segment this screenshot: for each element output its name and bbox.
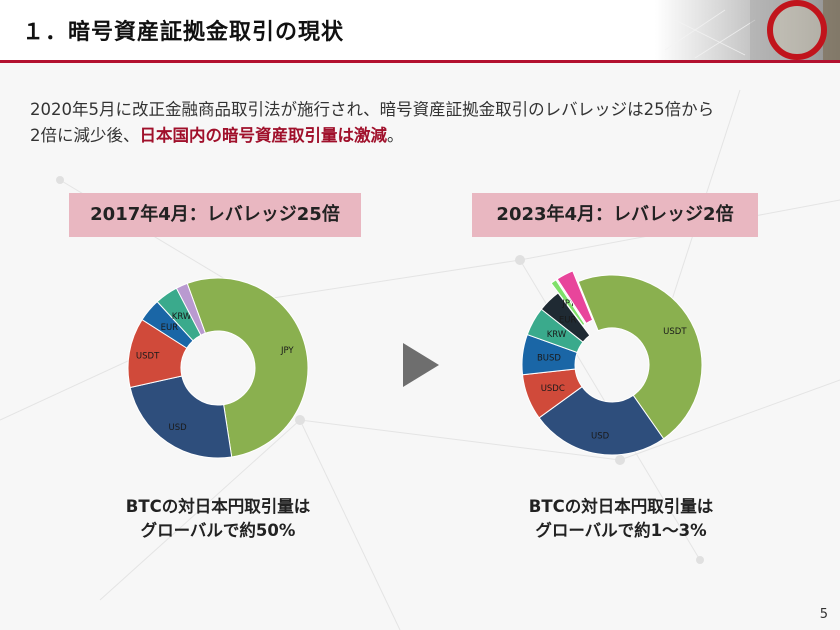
intro-text: 2020年5月に改正金融商品取引法が施行され、暗号資産証拠金取引のレバレッジは2… <box>30 97 820 149</box>
slice-jpy-0-0 <box>186 277 309 458</box>
caption-2023: BTCの対日本円取引量は グローバルで約1～3% <box>496 495 746 543</box>
slice-label-usdt-1: USDT <box>663 327 687 337</box>
slice-label-krw-1: KRW <box>547 330 567 340</box>
caption-2023-line-1: BTCの対日本円取引量は <box>528 497 714 516</box>
title-underline <box>0 60 840 63</box>
intro-line-2: 2倍に減少後、日本国内の暗号資産取引量は激減。 <box>30 123 820 149</box>
slice-label-jpy-1: JPY <box>561 299 575 309</box>
slice-label-usdt-0: USDT <box>136 352 160 362</box>
label-2023: 2023年4月：レバレッジ2倍 <box>472 193 758 237</box>
slice-jpy-1-6 <box>550 279 586 327</box>
page-number: 5 <box>819 607 828 622</box>
intro-line-1: 2020年5月に改正金融商品取引法が施行され、暗号資産証拠金取引のレバレッジは2… <box>30 100 715 119</box>
slice-label-busd-1: BUSD <box>537 354 561 364</box>
right-arrow-icon <box>403 343 439 387</box>
slice-other-0-5 <box>175 282 206 336</box>
slice-usd-1-1 <box>538 386 665 456</box>
slice-eur-1-5 <box>540 292 591 343</box>
intro-highlight: 日本国内の暗号資産取引量は激減 <box>139 126 388 145</box>
slice-label-krw-0: KRW <box>172 312 192 322</box>
slice-label-eur-1: EUR <box>559 316 577 326</box>
caption-2023-line-2: グローバルで約1～3% <box>535 521 707 540</box>
intro-line-2-suffix: 。 <box>387 126 404 145</box>
slice-other-1-7 <box>556 270 594 325</box>
slice-label-usd-0: USD <box>169 423 188 433</box>
caption-2017: BTCの対日本円取引量は グローバルで約50% <box>98 495 338 543</box>
slice-label-usdc-1: USDC <box>541 384 565 394</box>
slice-usdt-1-0 <box>577 274 703 440</box>
page-title: １．暗号資産証拠金取引の現状 <box>22 20 345 45</box>
donut-chart-2023: USDT USD USDC BUSD KRW EUR JPY <box>521 270 703 456</box>
slice-label-eur-0: EUR <box>161 323 179 333</box>
intro-line-2-prefix: 2倍に減少後、 <box>30 126 140 145</box>
caption-2017-line-1: BTCの対日本円取引量は <box>125 497 311 516</box>
header-decoration-image <box>655 0 840 60</box>
slice-label-usd-1: USD <box>591 432 610 442</box>
label-2017: 2017年4月：レバレッジ25倍 <box>69 193 361 237</box>
slice-label-jpy-0: JPY <box>280 346 294 356</box>
header-bar: １．暗号資産証拠金取引の現状 <box>0 0 840 60</box>
caption-2017-line-2: グローバルで約50% <box>140 521 296 540</box>
slice-usd-0-1 <box>129 375 233 459</box>
